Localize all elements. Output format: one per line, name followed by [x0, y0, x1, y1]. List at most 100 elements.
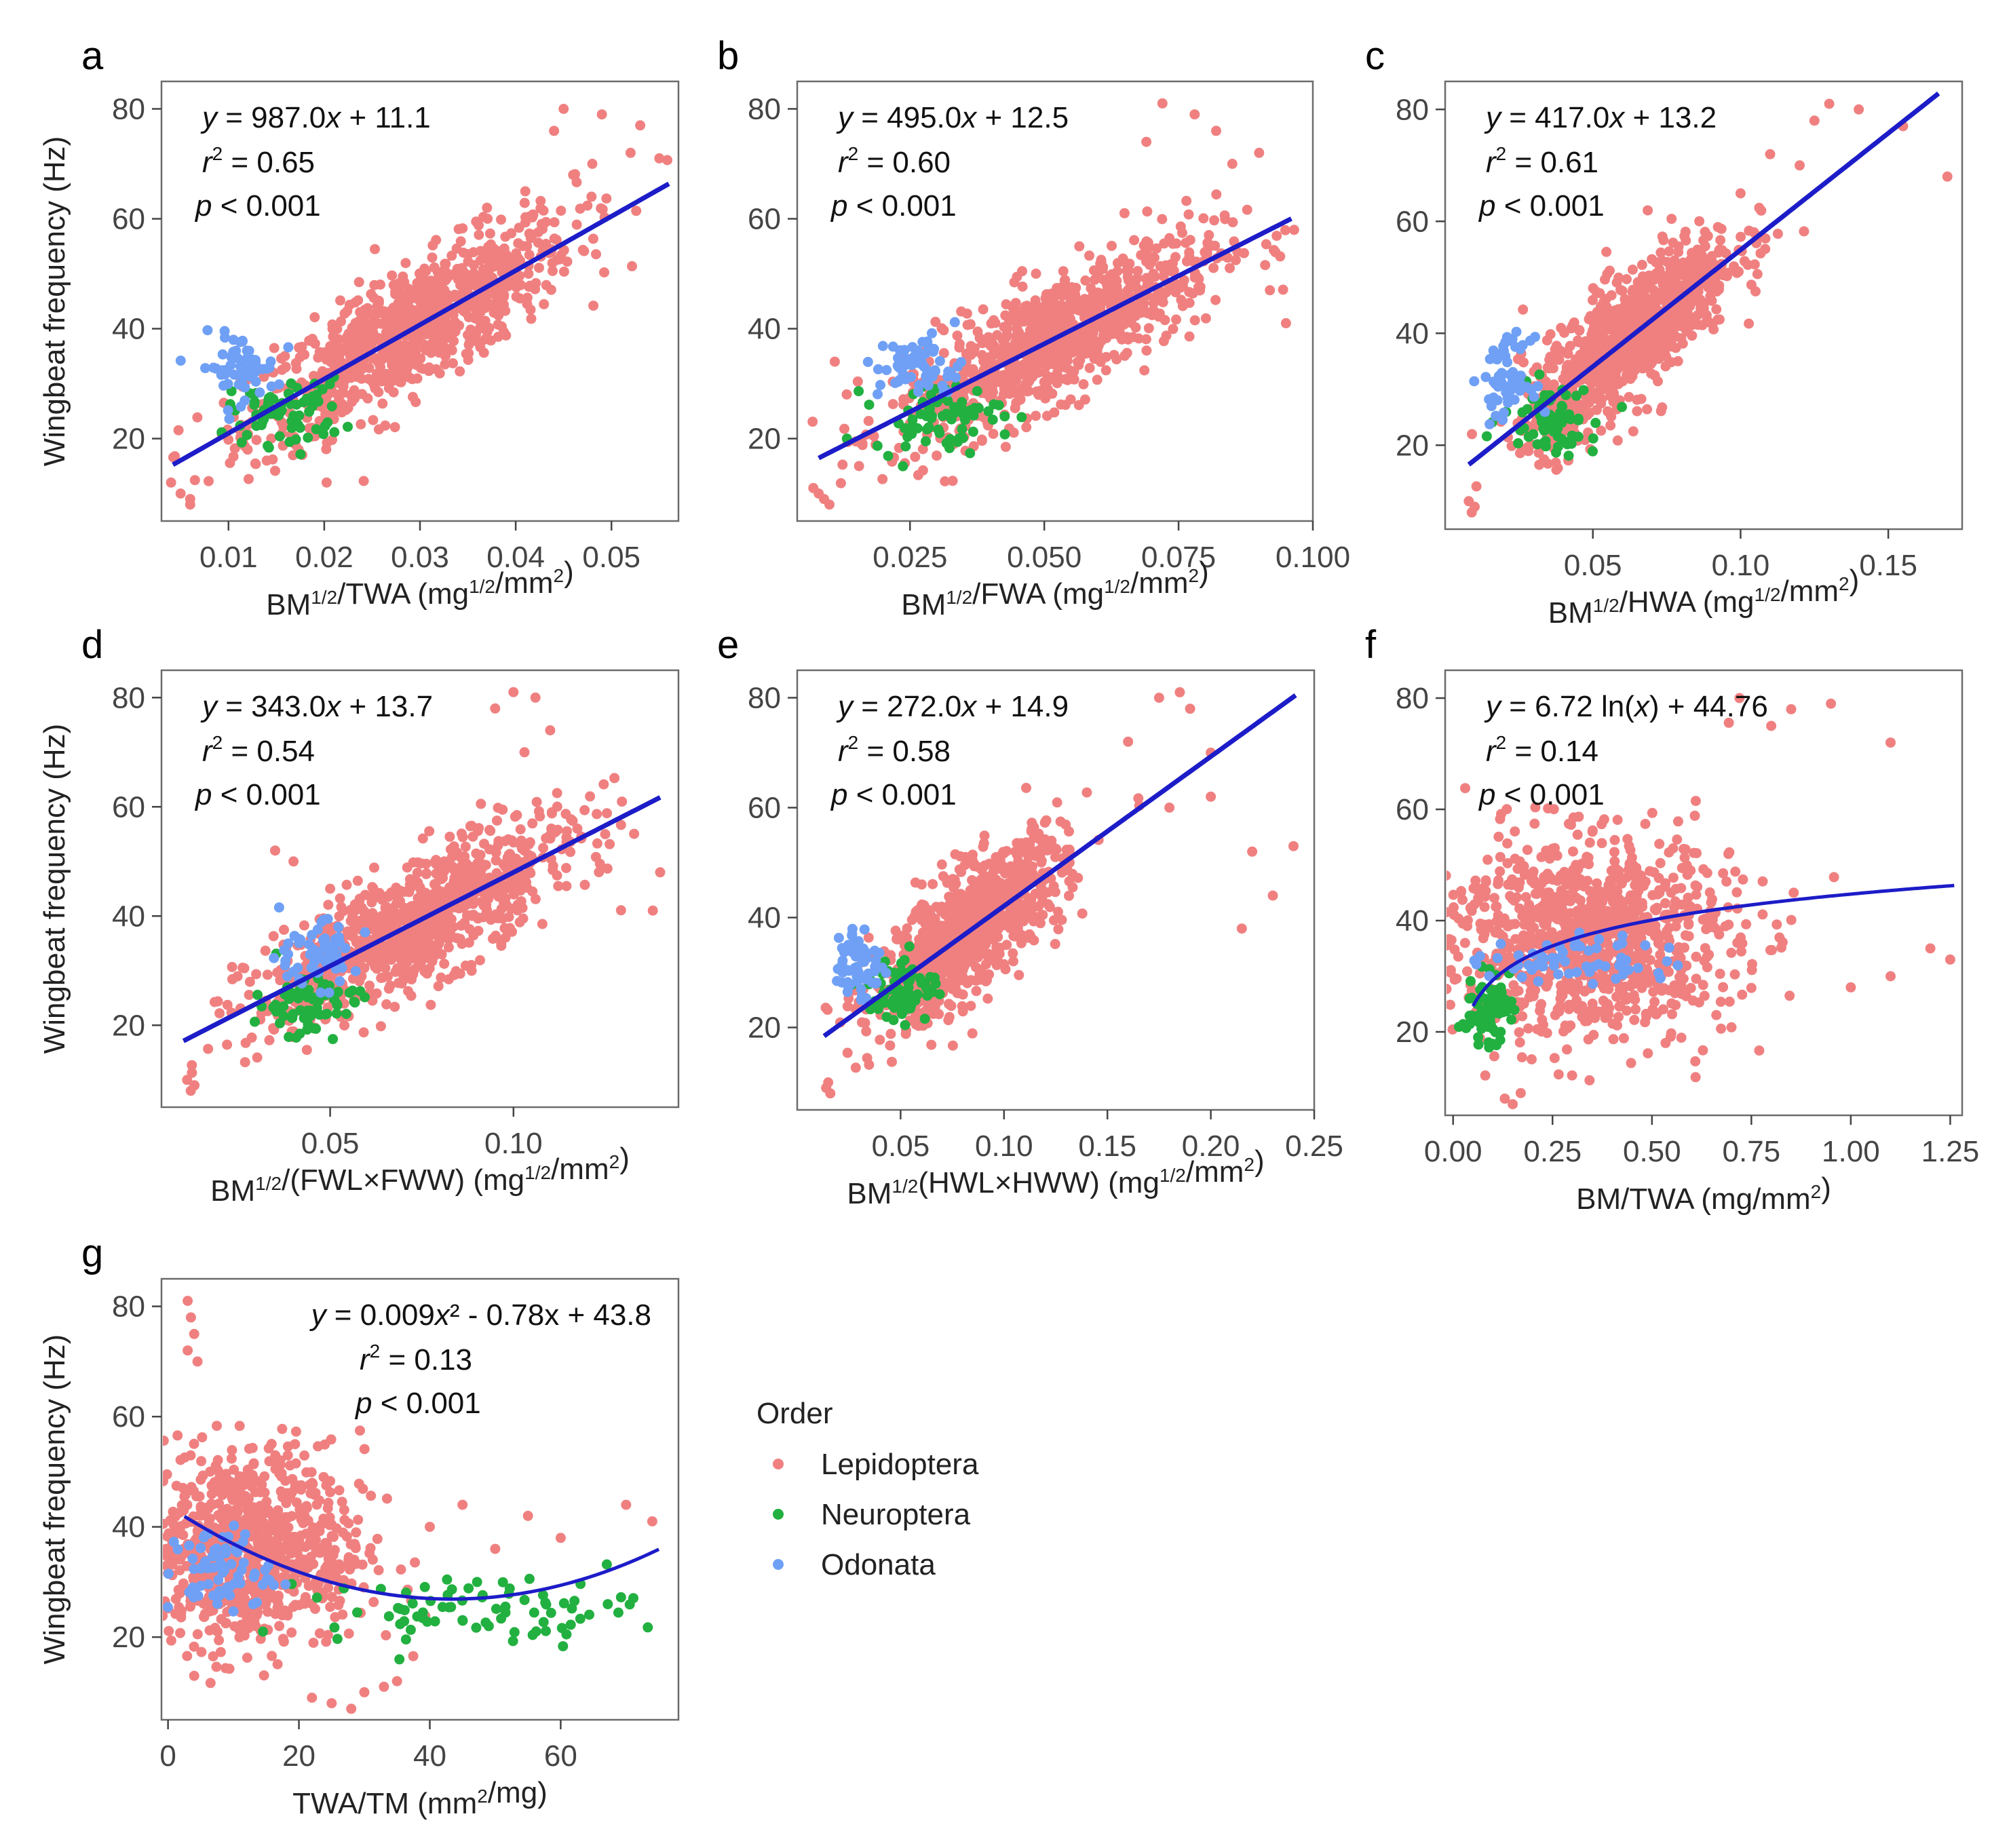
point-neuroptera — [326, 401, 337, 412]
point-lepidoptera — [187, 1060, 197, 1071]
point-lepidoptera — [1654, 265, 1665, 275]
point-lepidoptera — [339, 1020, 350, 1031]
point-neuroptera — [999, 429, 1010, 440]
point-lepidoptera — [268, 931, 279, 942]
point-lepidoptera — [442, 908, 453, 919]
point-lepidoptera — [524, 837, 535, 847]
point-lepidoptera — [436, 972, 446, 983]
point-lepidoptera — [952, 330, 963, 341]
point-lepidoptera — [406, 342, 417, 353]
point-lepidoptera — [926, 1039, 937, 1050]
point-lepidoptera — [1617, 286, 1628, 296]
point-lepidoptera — [1609, 379, 1620, 390]
point-neuroptera — [1513, 438, 1524, 448]
point-neuroptera — [302, 992, 313, 1003]
point-lepidoptera — [244, 990, 254, 1000]
point-lepidoptera — [1586, 378, 1597, 389]
point-lepidoptera — [1619, 346, 1630, 357]
point-lepidoptera — [1052, 797, 1062, 808]
point-lepidoptera — [1031, 410, 1041, 421]
point-lepidoptera — [979, 830, 990, 841]
point-neuroptera — [1590, 417, 1601, 428]
point-odonata — [1507, 377, 1518, 388]
point-lepidoptera — [389, 1001, 400, 1012]
point-lepidoptera — [1242, 204, 1252, 215]
point-odonata — [917, 336, 928, 347]
point-lepidoptera — [592, 838, 602, 849]
point-neuroptera — [921, 436, 931, 446]
x-tick-label-d: 0.05 — [301, 1127, 360, 1160]
point-lepidoptera — [1041, 815, 1052, 826]
point-odonata — [1501, 332, 1512, 343]
point-lepidoptera — [1043, 899, 1054, 910]
point-lepidoptera — [270, 465, 280, 476]
point-odonata — [264, 362, 275, 373]
point-lepidoptera — [1021, 422, 1032, 433]
point-lepidoptera — [1693, 286, 1704, 297]
point-lepidoptera — [1006, 381, 1017, 392]
point-lepidoptera — [373, 295, 384, 306]
point-lepidoptera — [424, 826, 435, 836]
point-neuroptera — [295, 449, 306, 460]
point-odonata — [934, 355, 945, 366]
point-lepidoptera — [415, 363, 426, 374]
point-lepidoptera — [1704, 317, 1715, 328]
point-lepidoptera — [366, 955, 377, 966]
point-lepidoptera — [1624, 391, 1634, 402]
point-lepidoptera — [587, 159, 598, 169]
point-odonata — [899, 345, 910, 355]
point-neuroptera — [1016, 412, 1027, 423]
point-lepidoptera — [415, 884, 426, 895]
point-lepidoptera — [1643, 205, 1653, 216]
point-lepidoptera — [459, 868, 470, 879]
point-neuroptera — [252, 989, 263, 1000]
point-lepidoptera — [370, 244, 380, 254]
point-lepidoptera — [242, 444, 253, 455]
point-lepidoptera — [654, 153, 665, 163]
point-lepidoptera — [1181, 237, 1191, 248]
point-lepidoptera — [417, 311, 427, 322]
point-lepidoptera — [432, 859, 442, 870]
point-lepidoptera — [1068, 296, 1079, 307]
point-lepidoptera — [1021, 312, 1032, 323]
panel-letter-e: e — [717, 623, 739, 667]
point-lepidoptera — [1042, 358, 1053, 369]
point-lepidoptera — [446, 851, 457, 862]
y-tick-label-c: 40 — [1396, 317, 1429, 350]
point-lepidoptera — [1623, 304, 1634, 315]
point-lepidoptera — [443, 974, 454, 984]
point-lepidoptera — [535, 195, 546, 206]
point-lepidoptera — [808, 482, 819, 493]
point-lepidoptera — [431, 886, 442, 896]
point-lepidoptera — [592, 809, 602, 820]
point-lepidoptera — [602, 808, 612, 819]
point-odonata — [1491, 410, 1501, 421]
point-lepidoptera — [1211, 189, 1222, 200]
point-neuroptera — [1481, 431, 1492, 442]
point-odonata — [1525, 335, 1535, 346]
x-tick-label-e: 0.05 — [872, 1130, 930, 1163]
point-odonata — [228, 334, 239, 345]
point-lepidoptera — [1694, 216, 1705, 227]
point-lepidoptera — [1050, 286, 1061, 297]
point-lepidoptera — [1543, 363, 1554, 374]
point-lepidoptera — [1636, 259, 1647, 270]
point-lepidoptera — [530, 284, 541, 294]
point-lepidoptera — [1084, 363, 1095, 373]
point-lepidoptera — [414, 939, 424, 950]
point-lepidoptera — [635, 120, 646, 131]
x-axis-title-c: BM1/2/HWA (mg1/2/mm2) — [1548, 564, 1859, 630]
point-lepidoptera — [967, 1028, 978, 1039]
point-lepidoptera — [1601, 246, 1612, 257]
point-neuroptera — [1566, 438, 1577, 449]
point-lepidoptera — [381, 351, 391, 362]
point-lepidoptera — [861, 1026, 872, 1037]
y-tick-label-b: 20 — [748, 423, 781, 456]
point-lepidoptera — [250, 458, 261, 469]
point-neuroptera — [256, 420, 267, 431]
point-neuroptera — [298, 397, 309, 408]
point-lepidoptera — [1054, 373, 1065, 384]
point-lepidoptera — [301, 1045, 312, 1056]
point-lepidoptera — [440, 359, 451, 370]
